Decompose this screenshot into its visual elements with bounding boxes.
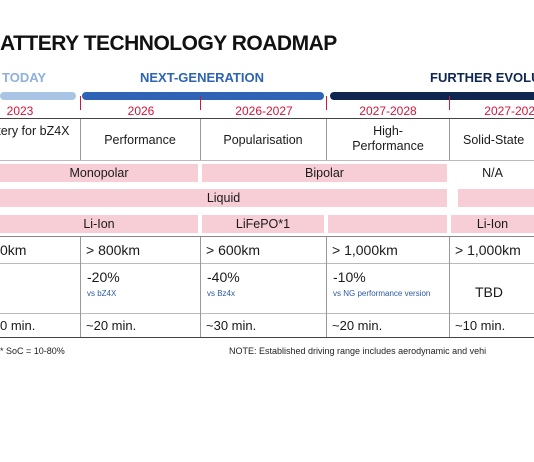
column-header-popularisation: Popularisation xyxy=(223,133,303,147)
range-top-rule xyxy=(0,236,534,237)
charge-current: 0 min. xyxy=(0,318,36,333)
phase-next-bar xyxy=(82,92,324,100)
phase-today-label: TODAY xyxy=(2,70,47,85)
phase-today-bar xyxy=(0,92,76,100)
year-col-1: 2023 xyxy=(6,104,34,118)
cost-performance: -20% xyxy=(87,269,120,285)
column-divider xyxy=(200,237,201,337)
electrolyte-solid-cell xyxy=(458,189,534,207)
range-popularisation: > 600km xyxy=(206,242,261,258)
column-divider xyxy=(326,237,327,337)
year-tick xyxy=(80,96,81,110)
charge-performance: ~20 min. xyxy=(86,318,137,333)
phase-further-label: FURTHER EVOLU xyxy=(430,70,534,85)
column-divider xyxy=(449,119,450,160)
year-tick xyxy=(326,96,327,110)
column-divider xyxy=(449,237,450,337)
column-divider xyxy=(80,119,81,160)
column-header-performance: Performance xyxy=(104,133,176,147)
range-bottom-rule xyxy=(0,263,534,264)
chemistry-li-ion-solid: Li-Ion xyxy=(451,215,534,233)
range-high-performance: > 1,000km xyxy=(332,242,398,258)
header-rule xyxy=(0,160,534,161)
structure-bipolar: Bipolar xyxy=(202,164,447,182)
structure-solid-state: N/A xyxy=(482,166,503,180)
year-col-3: 2026-2027 xyxy=(235,104,293,118)
range-performance: > 800km xyxy=(86,242,141,258)
table-top-rule xyxy=(0,118,534,119)
column-divider xyxy=(200,119,201,160)
cost-high-performance: -10% xyxy=(333,269,366,285)
cost-solid-state: TBD xyxy=(475,284,503,300)
footnote-soc: * SoC = 10-80% xyxy=(0,346,65,356)
year-tick xyxy=(200,96,201,110)
column-header-high-performance: High-Performance xyxy=(352,124,424,153)
electrolyte-liquid: Liquid xyxy=(0,189,447,207)
roadmap-title: ATTERY TECHNOLOGY ROADMAP xyxy=(0,32,337,55)
cost-note-popularisation: vs Bz4x xyxy=(207,289,236,298)
cost-note-high-performance: vs NG performance version xyxy=(333,289,431,298)
range-solid-state: > 1,000km xyxy=(455,242,521,258)
structure-monopolar: Monopolar xyxy=(0,164,198,182)
chemistry-blank xyxy=(328,215,447,233)
cost-note-performance: vs bZ4X xyxy=(87,289,117,298)
footnote-range-note: NOTE: Established driving range includes… xyxy=(229,346,487,356)
range-current: 0km xyxy=(0,242,27,258)
chemistry-lifepo: LiFePO*1 xyxy=(202,215,324,233)
charge-popularisation: ~30 min. xyxy=(206,318,257,333)
charge-solid-state: ~10 min. xyxy=(455,318,506,333)
column-header-solid-state: Solid-State xyxy=(463,133,525,147)
year-tick xyxy=(449,96,450,110)
phase-further-bar xyxy=(330,92,534,100)
charge-high-performance: ~20 min. xyxy=(332,318,383,333)
column-divider xyxy=(80,237,81,337)
column-divider xyxy=(326,119,327,160)
column-header-current: Battery for bZ4X xyxy=(0,124,70,138)
year-col-5: 2027-2028 xyxy=(484,104,534,118)
chemistry-li-ion: Li-Ion xyxy=(0,215,198,233)
year-col-2: 2026 xyxy=(127,104,155,118)
phase-next-label: NEXT-GENERATION xyxy=(140,70,264,85)
table-bottom-rule xyxy=(0,337,534,338)
cost-bottom-rule xyxy=(0,313,534,314)
cost-popularisation: -40% xyxy=(207,269,240,285)
year-col-4: 2027-2028 xyxy=(359,104,417,118)
